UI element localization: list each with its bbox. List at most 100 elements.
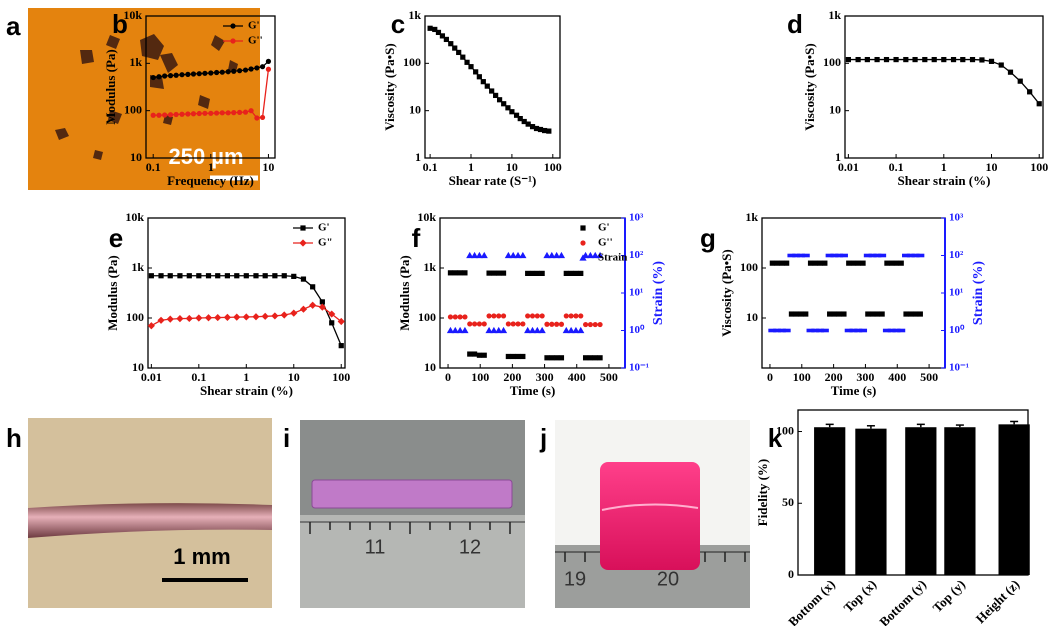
marker xyxy=(446,326,455,334)
marker xyxy=(521,118,527,125)
y-axis-label: Modulus (Pa) xyxy=(105,255,120,330)
x-tick-label: 0.1 xyxy=(146,160,161,174)
marker xyxy=(148,273,154,279)
marker xyxy=(553,251,561,259)
y-tick-label: 100 xyxy=(403,55,421,69)
marker xyxy=(254,115,260,121)
y-tick-label: 10k xyxy=(123,8,142,22)
x-tick-label: Top (x) xyxy=(841,577,880,616)
marker xyxy=(863,253,872,258)
marker xyxy=(485,326,493,334)
marker xyxy=(528,326,537,334)
x-tick-label: 1 xyxy=(468,160,474,174)
marker xyxy=(451,326,459,334)
marker xyxy=(782,328,791,333)
y-tick-label: 100 xyxy=(124,102,142,116)
marker xyxy=(854,328,863,333)
marker xyxy=(496,97,503,103)
marker xyxy=(538,326,546,334)
marker xyxy=(796,253,805,258)
marker xyxy=(493,92,499,99)
marker xyxy=(898,260,904,266)
marker xyxy=(196,273,202,279)
marker xyxy=(960,56,966,63)
y-axis-label: Viscosity (Pa•S) xyxy=(382,43,397,130)
marker xyxy=(272,273,278,279)
marker xyxy=(271,312,279,320)
marker xyxy=(219,69,225,75)
x-tick-label: 1 xyxy=(941,160,947,174)
x-tick-label: 0 xyxy=(445,370,451,384)
marker xyxy=(807,260,814,266)
marker xyxy=(573,270,579,276)
marker xyxy=(466,251,474,259)
x-tick-label: 10 xyxy=(986,160,998,174)
y-tick-label: 1 xyxy=(835,150,841,164)
marker xyxy=(310,284,316,290)
marker xyxy=(505,321,511,327)
marker xyxy=(467,351,473,357)
marker xyxy=(231,68,237,74)
marker xyxy=(299,239,307,247)
marker xyxy=(281,273,287,279)
marker xyxy=(831,311,838,317)
marker xyxy=(186,273,192,279)
marker xyxy=(329,320,335,326)
marker xyxy=(533,125,540,132)
y2-tick-label: 10⁻¹ xyxy=(629,362,649,374)
marker xyxy=(1007,69,1014,75)
x-tick-label: Height (z) xyxy=(973,577,1023,626)
axes-frame xyxy=(761,217,946,369)
legend-label: Strain xyxy=(598,252,627,264)
marker xyxy=(166,315,174,323)
marker xyxy=(452,270,458,276)
marker xyxy=(597,355,603,361)
marker xyxy=(969,56,976,63)
marker xyxy=(173,72,179,78)
marker xyxy=(230,38,236,44)
marker xyxy=(827,311,833,317)
marker xyxy=(539,270,545,276)
marker xyxy=(869,311,876,317)
marker xyxy=(988,58,995,64)
marker xyxy=(558,355,565,361)
marker xyxy=(836,311,842,317)
marker xyxy=(903,311,909,317)
marker xyxy=(587,355,594,361)
marker xyxy=(462,314,468,320)
y-tick-label: 10 xyxy=(132,360,144,374)
x-axis-label: Shear rate (S⁻¹) xyxy=(449,173,537,188)
marker xyxy=(185,71,191,77)
marker xyxy=(230,23,236,29)
marker xyxy=(443,36,449,43)
marker xyxy=(893,260,900,266)
panel-letter: i xyxy=(283,423,290,453)
marker xyxy=(879,311,885,317)
y-tick-label: 10 xyxy=(829,102,841,116)
y-axis-label: Viscosity (Pa•S) xyxy=(719,249,734,336)
marker xyxy=(475,251,484,259)
marker xyxy=(529,313,536,319)
marker xyxy=(546,128,552,134)
marker xyxy=(889,260,895,266)
marker xyxy=(179,111,185,117)
marker xyxy=(195,314,203,322)
marker xyxy=(1036,101,1042,107)
marker xyxy=(801,253,810,258)
marker xyxy=(577,326,585,334)
marker xyxy=(846,260,852,266)
marker xyxy=(259,64,266,70)
axes-frame xyxy=(844,15,1044,159)
marker xyxy=(578,313,584,319)
marker xyxy=(865,311,871,317)
y-axis-label: Viscosity (Pa•S) xyxy=(802,43,817,130)
marker xyxy=(513,112,520,118)
marker xyxy=(568,313,574,319)
marker xyxy=(859,328,868,333)
marker xyxy=(529,270,536,276)
axes-frame xyxy=(147,217,346,369)
marker xyxy=(887,328,896,333)
marker xyxy=(499,326,508,334)
marker xyxy=(868,253,877,258)
marker xyxy=(225,69,231,75)
